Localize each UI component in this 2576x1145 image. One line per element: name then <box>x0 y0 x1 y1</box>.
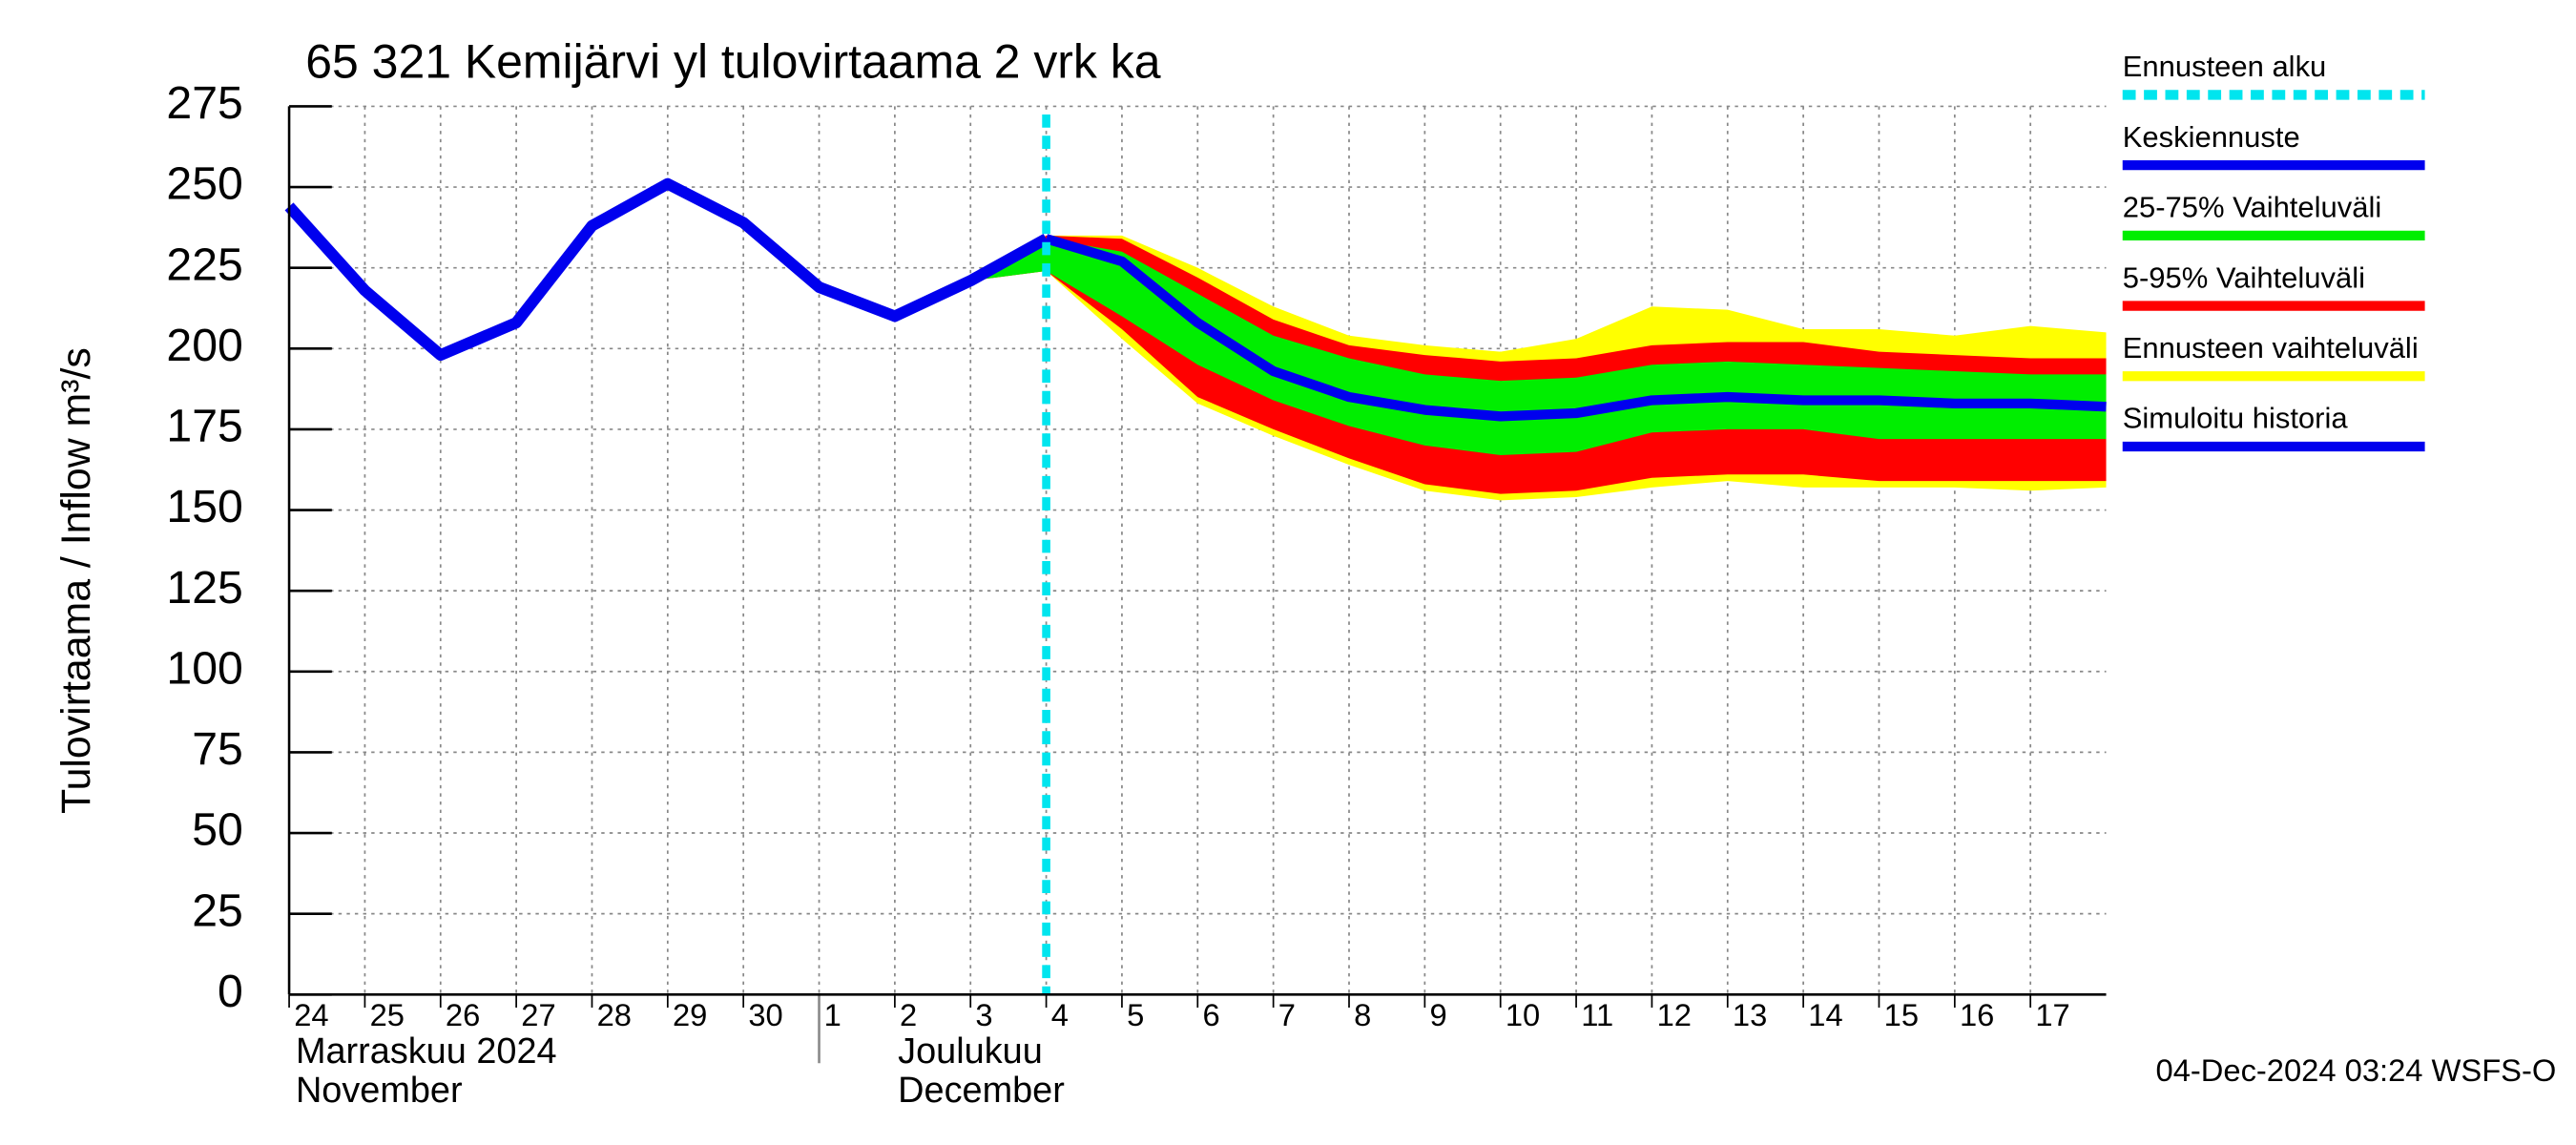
x-tick-label: 10 <box>1506 997 1540 1032</box>
x-tick-label: 15 <box>1884 997 1919 1032</box>
x-tick-label: 6 <box>1202 997 1219 1032</box>
y-tick-label: 0 <box>218 966 243 1017</box>
x-tick-label: 2 <box>900 997 917 1032</box>
legend-label: Simuloitu historia <box>2123 402 2349 435</box>
line <box>284 177 1049 362</box>
x-tick-label: 24 <box>294 997 328 1032</box>
x-tick-label: 9 <box>1430 997 1447 1032</box>
x-tick-label: 11 <box>1581 997 1613 1032</box>
y-tick-label: 250 <box>166 158 242 210</box>
month-label: Joulukuu <box>898 1031 1043 1072</box>
line <box>1045 234 2107 422</box>
x-tick-label: 16 <box>1960 997 1994 1032</box>
x-tick-label: 1 <box>824 997 841 1032</box>
x-tick-label: 5 <box>1127 997 1144 1032</box>
chart-title: 65 321 Kemijärvi yl tulovirtaama 2 vrk k… <box>305 35 1161 89</box>
x-tick-label: 26 <box>446 997 480 1032</box>
x-tick-label: 17 <box>2035 997 2069 1032</box>
y-tick-label: 50 <box>192 804 243 856</box>
x-tick-label: 30 <box>748 997 782 1032</box>
y-tick-label: 275 <box>166 77 242 129</box>
y-tick-label: 125 <box>166 562 242 614</box>
x-tick-label: 28 <box>597 997 632 1032</box>
x-tick-label: 12 <box>1657 997 1692 1032</box>
y-tick-label: 225 <box>166 239 242 290</box>
x-tick-label: 27 <box>521 997 555 1032</box>
y-tick-label: 25 <box>192 885 243 936</box>
y-tick-label: 175 <box>166 401 242 452</box>
y-axis-label: Tulovirtaama / Inflow m³/s <box>53 347 99 814</box>
x-tick-label: 8 <box>1354 997 1371 1032</box>
month-label: December <box>898 1071 1065 1111</box>
legend-label: Ennusteen vaihteluväli <box>2123 331 2419 364</box>
legend-label: Keskiennuste <box>2123 120 2300 154</box>
x-tick-label: 25 <box>370 997 405 1032</box>
y-tick-label: 200 <box>166 320 242 371</box>
legend-label: Ennusteen alku <box>2123 50 2327 83</box>
x-tick-label: 13 <box>1733 997 1767 1032</box>
month-label: Marraskuu 2024 <box>296 1031 557 1072</box>
x-tick-label: 7 <box>1278 997 1296 1032</box>
legend-label: 25-75% Vaihteluväli <box>2123 191 2381 224</box>
month-label: November <box>296 1071 463 1111</box>
y-tick-label: 150 <box>166 481 242 532</box>
y-tick-label: 75 <box>192 723 243 775</box>
x-tick-label: 14 <box>1808 997 1842 1032</box>
x-tick-label: 4 <box>1051 997 1069 1032</box>
footer: 04-Dec-2024 03:24 WSFS-O <box>2156 1052 2557 1088</box>
x-tick-label: 29 <box>673 997 707 1032</box>
x-tick-label: 3 <box>975 997 992 1032</box>
y-tick-label: 100 <box>166 643 242 695</box>
legend-label: 5-95% Vaihteluväli <box>2123 260 2365 294</box>
